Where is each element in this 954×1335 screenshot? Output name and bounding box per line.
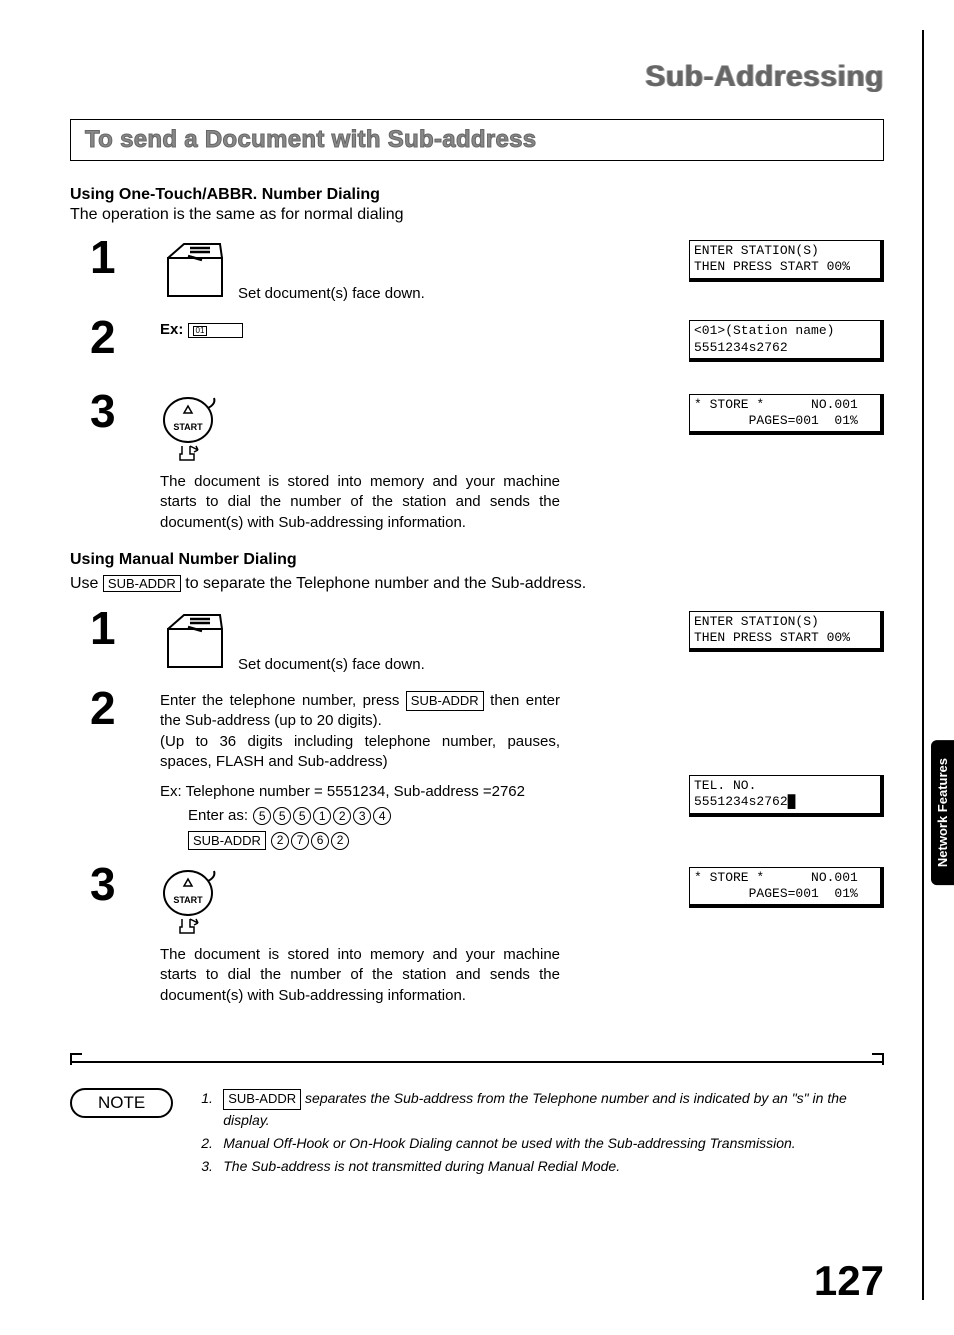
lcd-column: ENTER STATION(S) THEN PRESS START 00% — [689, 605, 884, 671]
step2-text3: (Up to 36 digits including telephone num… — [160, 732, 560, 773]
step-number: 1 — [90, 605, 160, 651]
step-body: Set document(s) face down. — [160, 605, 560, 677]
manual-heading: Using Manual Number Dialing — [70, 551, 884, 569]
lcd-column: <01>(Station name) 5551234s2762 — [689, 314, 884, 380]
step-number: 3 — [90, 388, 160, 434]
note-badge: NOTE — [70, 1088, 173, 1118]
document-facedown-icon — [160, 240, 230, 306]
svg-text:START: START — [173, 895, 203, 905]
note-block: NOTE 1.SUB-ADDR separates the Sub-addres… — [70, 1061, 884, 1180]
digit-key: 4 — [373, 807, 391, 825]
step3-text: The document is stored into memory and y… — [160, 472, 560, 533]
chapter-title: Sub-Addressing — [70, 60, 884, 94]
onetouch-subtext: The operation is the same as for normal … — [70, 206, 884, 224]
digit-key: 5 — [293, 807, 311, 825]
step1-text: Set document(s) face down. — [238, 284, 425, 306]
step-body: START The document is stored into memory… — [160, 388, 560, 533]
section-title: To send a Document with Sub-address — [85, 126, 536, 153]
step-body: Set document(s) face down. — [160, 234, 560, 306]
step-number: 2 — [90, 314, 160, 360]
lcd-column: * STORE * NO.001 PAGES=001 01% — [689, 388, 884, 454]
note-item: 3.The Sub-address is not transmitted dur… — [201, 1156, 884, 1176]
enter-as-line2: SUB-ADDR 2762 — [188, 831, 560, 851]
step-row: 3 START The document is stored into memo… — [70, 388, 884, 533]
lcd-display: ENTER STATION(S) THEN PRESS START 00% — [689, 611, 884, 653]
step-body: Ex: 01 — [160, 314, 560, 340]
lcd-column: TEL. NO. 5551234s2762█ — [689, 685, 884, 835]
subaddr-key: SUB-ADDR — [223, 1089, 301, 1110]
step1-text: Set document(s) face down. — [238, 655, 425, 677]
digit-key: 5 — [273, 807, 291, 825]
subaddr-key: SUB-ADDR — [406, 691, 484, 711]
subaddr-key: SUB-ADDR — [188, 831, 266, 851]
digit-key: 2 — [333, 807, 351, 825]
digit-key: 7 — [291, 832, 309, 850]
ex-label: Ex: — [160, 321, 183, 340]
start-button-icon: START — [160, 394, 220, 472]
digit-key: 6 — [311, 832, 329, 850]
step-number: 1 — [90, 234, 160, 280]
section-bar: To send a Document with Sub-address — [70, 119, 884, 161]
step-row: 3 START The document is stored into memo… — [70, 861, 884, 1006]
page-content: Sub-Addressing To send a Document with S… — [0, 0, 954, 1335]
lcd-column: ENTER STATION(S) THEN PRESS START 00% — [689, 234, 884, 300]
lcd-display: ENTER STATION(S) THEN PRESS START 00% — [689, 240, 884, 282]
digit-key: 2 — [271, 832, 289, 850]
step-row: 1 Set document(s) face down. ENTER STATI… — [70, 605, 884, 677]
note-item: 1.SUB-ADDR separates the Sub-address fro… — [201, 1088, 884, 1130]
lcd-display: * STORE * NO.001 PAGES=001 01% — [689, 394, 884, 436]
onetouch-key: 01 — [188, 323, 244, 338]
step-number: 2 — [90, 685, 160, 731]
ex-line: Ex: Telephone number = 5551234, Sub-addr… — [160, 782, 560, 802]
digit-key: 1 — [313, 807, 331, 825]
step-body: Enter the telephone number, press SUB-AD… — [160, 685, 560, 853]
step-row: 2 Ex: 01 <01>(Station name) 5551234s2762 — [70, 314, 884, 380]
lcd-column: * STORE * NO.001 PAGES=001 01% — [689, 861, 884, 927]
start-button-icon: START — [160, 867, 220, 945]
document-facedown-icon — [160, 611, 230, 677]
start-label: START — [173, 422, 203, 432]
note-list: 1.SUB-ADDR separates the Sub-address fro… — [201, 1088, 884, 1180]
step-body: START The document is stored into memory… — [160, 861, 560, 1006]
lcd-display: <01>(Station name) 5551234s2762 — [689, 320, 884, 362]
use-line: Use SUB-ADDR to separate the Telephone n… — [70, 575, 884, 593]
digit-key: 2 — [331, 832, 349, 850]
lcd-display: * STORE * NO.001 PAGES=001 01% — [689, 867, 884, 909]
step-row: 1 Set document(s) face down. ENTER STATI… — [70, 234, 884, 306]
digit-key: 3 — [353, 807, 371, 825]
step3-text: The document is stored into memory and y… — [160, 945, 560, 1006]
page-number: 127 — [814, 1257, 884, 1305]
step-number: 3 — [90, 861, 160, 907]
note-item: 2.Manual Off-Hook or On-Hook Dialing can… — [201, 1133, 884, 1153]
enter-as-line: Enter as: 5551234 — [188, 806, 560, 826]
onetouch-heading: Using One-Touch/ABBR. Number Dialing — [70, 186, 884, 204]
subaddr-key: SUB-ADDR — [103, 575, 181, 592]
step-row: 2 Enter the telephone number, press SUB-… — [70, 685, 884, 853]
lcd-display: TEL. NO. 5551234s2762█ — [689, 775, 884, 817]
digit-key: 5 — [253, 807, 271, 825]
